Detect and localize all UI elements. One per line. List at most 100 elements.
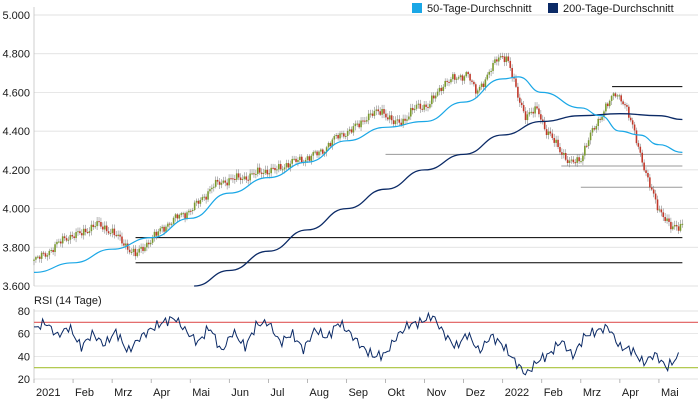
rsi-title: RSI (14 Tage) [34,295,102,307]
candle-body [161,226,163,229]
candle-body [299,156,301,161]
legend: 50-Tage-Durchschnitt 200-Tage-Durchschni… [412,3,674,15]
x-tick-label: Aug [309,387,329,399]
candle-body [584,145,586,156]
candle-body [408,116,410,120]
x-tick-label: Mai [661,387,679,399]
candle-body [153,231,156,238]
candle-body [448,81,450,83]
candle-body [459,75,462,78]
candle-body [450,79,452,83]
candle-body [75,231,77,239]
candle-body [585,145,588,147]
candle-body [520,102,523,106]
candle-body [629,117,632,121]
candle-body [73,236,75,239]
candle-body [320,149,322,152]
candle-body [235,173,238,180]
candle-body [580,161,582,163]
candle-body [195,200,198,203]
main-y-tick-label: 5.000 [2,10,30,22]
candle-body [364,120,366,122]
main-grid [33,7,698,287]
candle-body [142,246,144,251]
candle-body [417,103,420,105]
candle-body [314,151,316,153]
x-tick-label: Sep [348,387,368,399]
candle-body [606,103,609,107]
candle-body [668,218,670,222]
candle-body [431,95,433,105]
candle-body [128,249,131,253]
candle-body [413,108,416,111]
candle-body [186,212,188,219]
candle-body [295,158,297,162]
candle-body [170,223,173,225]
candle-body [123,243,125,246]
candle-body [524,111,527,121]
legend-swatch-ma50 [412,3,422,13]
candle-body [256,167,259,174]
candle-body [90,224,93,232]
candle-body [377,109,380,112]
candle-body [140,246,142,249]
candle-body [553,138,556,143]
candle-body [203,196,206,198]
candle-body [402,118,404,126]
candle-body [480,83,483,87]
candle-body [649,177,651,188]
candle-body [155,231,158,236]
candle-body [463,76,466,81]
candle-body [352,126,355,133]
x-tick-label: Jun [231,387,249,399]
candle-body [119,234,121,237]
candle-body [536,106,538,109]
candle-body [59,241,62,244]
candle-body [207,191,209,200]
x-tick-label: Nov [427,387,447,399]
x-tick-label: Mrz [114,387,132,399]
candle-body [84,228,87,233]
candle-body [201,197,204,200]
candle-body [243,176,246,179]
candle-body [532,111,534,114]
candle-body [343,133,345,137]
candle-body [98,221,100,223]
candle-body [501,56,504,58]
candle-body [576,157,578,163]
candle-body [234,178,236,180]
candle-body [126,243,129,250]
legend-label-ma50: 50-Tage-Durchschnitt [427,3,532,15]
candle-body [591,128,594,133]
candle-body [486,74,489,80]
candle-body [471,80,473,82]
candle-body [400,122,403,126]
rsi-y-tick-label: 40 [18,351,30,363]
candle-body [167,223,169,227]
candle-body [218,181,221,185]
rsi-y-tick-label: 20 [18,374,30,386]
candle-body [289,163,292,168]
candle-body [168,223,171,225]
main-y-tick-label: 4.800 [2,49,30,61]
candle-body [409,107,412,117]
candle-body [432,95,435,99]
candle-body [564,152,567,160]
candle-body [628,106,630,118]
candle-body [94,226,97,228]
candle-body [595,125,598,130]
candle-body [656,199,659,211]
candle-body [287,163,290,168]
candle-body [660,209,663,213]
candle-body [268,173,271,175]
candle-body [509,60,512,68]
candle-body [147,242,150,245]
candle-body [230,178,232,180]
candle-body [165,226,167,232]
candle-body [633,124,636,131]
candle-body [88,231,91,233]
candle-body [329,142,332,147]
candle-body [344,135,347,137]
candle-body [297,160,299,162]
candle-body [197,200,200,204]
